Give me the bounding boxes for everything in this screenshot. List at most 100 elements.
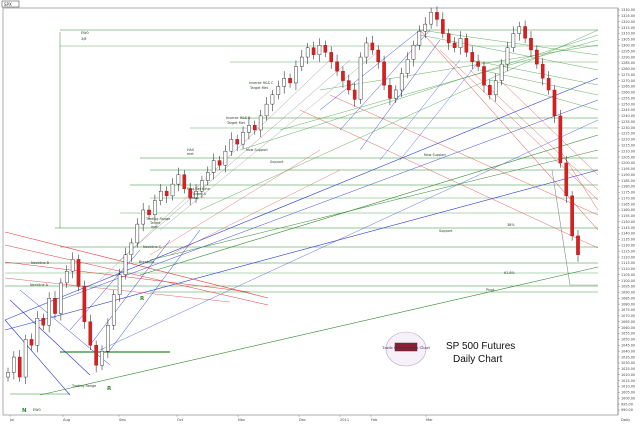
annotation-13: Trading Range	[145, 217, 170, 221]
annotation-8: Now Support	[246, 148, 269, 152]
annotation-5: Target Met	[226, 121, 246, 125]
candle-body-68	[405, 59, 410, 74]
price-tick-label-24: 1210.00	[621, 149, 635, 153]
candle-body-61	[364, 42, 369, 58]
trend-line-1	[4, 169, 599, 331]
price-tick-label-10: 1280.00	[621, 67, 635, 71]
trend-line-9	[279, 39, 599, 131]
trend-line-39	[89, 239, 171, 346]
price-tick-label-5: 1305.00	[621, 38, 635, 42]
candle-body-7	[47, 298, 51, 326]
candle-body-5	[35, 318, 40, 346]
price-tick-label-43: 1115.00	[621, 261, 635, 265]
candle-body-29	[176, 174, 181, 185]
price-tick-label-13: 1265.00	[621, 85, 635, 89]
candle-body-25	[153, 200, 157, 215]
price-tick-label-19: 1235.00	[621, 120, 635, 124]
price-tick-label-15: 1255.00	[621, 96, 635, 100]
annotation-28: N	[22, 408, 27, 414]
annotation-18: Neckline B	[31, 261, 50, 265]
annotation-0: EW0	[81, 31, 89, 35]
time-tick-label-0: Jul	[9, 418, 14, 422]
candle-body-83	[493, 80, 498, 95]
candle-body-57	[341, 70, 345, 81]
candle-body-35	[211, 160, 216, 173]
candle-body-91	[540, 63, 545, 79]
trend-line-35	[4, 319, 71, 396]
price-tick-label-67: 995.00	[621, 402, 633, 406]
trend-line-0	[4, 77, 599, 321]
price-tick-label-27: 1195.00	[621, 167, 635, 171]
price-tick-label-36: 1150.00	[621, 220, 635, 224]
trend-line-41	[149, 149, 321, 256]
candle-body-84	[499, 63, 504, 81]
price-tick-label-47: 1095.00	[621, 285, 635, 289]
price-tick-label-53: 1065.00	[621, 320, 635, 324]
horizontal-levels	[5, 29, 598, 395]
candle-body-79	[470, 52, 475, 62]
price-tick-label-65: 1005.00	[621, 391, 635, 395]
time-tick-label-3: Oct	[177, 418, 184, 422]
candle-body-28	[170, 183, 175, 197]
candle-body-63	[376, 49, 381, 62]
price-tick-label-18: 1240.00	[621, 114, 635, 118]
trend-line-33	[119, 59, 351, 261]
candle-body-19	[117, 274, 122, 295]
candle-body-43	[258, 115, 263, 131]
price-tick-label-12: 1270.00	[621, 79, 635, 83]
price-tick-label-3: 1315.00	[621, 26, 635, 30]
price-tick-label-66: 1000.00	[621, 396, 635, 400]
trend-line-4	[39, 266, 599, 396]
trend-line-13	[469, 59, 599, 86]
trend-line-16	[4, 231, 269, 299]
price-tick-label-4: 1310.00	[621, 32, 635, 36]
candle-body-4	[29, 339, 34, 346]
candle-body-11	[70, 259, 75, 272]
candle-body-10	[64, 270, 69, 284]
price-tick-label-41: 1125.00	[621, 249, 635, 253]
american-chart-logo: Trade the American Chart	[382, 331, 430, 367]
trend-line-10	[319, 44, 599, 91]
candle-body-2	[17, 356, 22, 378]
price-tick-label-37: 1145.00	[621, 226, 635, 230]
candle-body-12	[76, 259, 81, 287]
candle-body-60	[358, 56, 363, 100]
candle-body-88	[523, 26, 527, 39]
candle-body-70	[417, 30, 422, 46]
price-tick-label-44: 1110.00	[621, 267, 635, 271]
candle-body-53	[317, 45, 322, 55]
price-tick-label-14: 1260.00	[621, 91, 635, 95]
price-axis: 1330.00 1325.00 1320.00 1315.00 1310.00 1305.…	[618, 8, 635, 412]
annotation-3: Target Met	[249, 86, 269, 90]
price-tick-label-22: 1220.00	[621, 138, 635, 142]
candle-body-45	[270, 94, 275, 105]
time-axis-right-label: Daily	[621, 418, 631, 422]
price-tick-label-6: 1300.00	[621, 43, 635, 47]
candle-body-72	[429, 12, 433, 25]
candle-body-69	[411, 45, 416, 60]
window-tab[interactable]	[1, 0, 20, 8]
candle-body-50	[300, 56, 304, 67]
price-tick-label-30: 1180.00	[621, 185, 635, 189]
window-tab-label: SPX	[4, 2, 12, 7]
time-tick-label-8: Mar	[426, 418, 433, 422]
candle-body-18	[111, 294, 116, 326]
trend-line-7	[199, 29, 599, 211]
candle-body-37	[223, 150, 228, 166]
price-tick-label-32: 1170.00	[621, 196, 635, 200]
price-tick-label-35: 1155.00	[621, 214, 635, 218]
candle-body-85	[505, 47, 510, 65]
candle-body-87	[517, 26, 522, 34]
candle-body-59	[352, 89, 357, 100]
annotation-25: Pivot	[486, 288, 495, 292]
price-tick-label-60: 1030.00	[621, 361, 635, 365]
candle-body-67	[399, 73, 404, 91]
candle-body-16	[100, 350, 104, 366]
annotation-15: met	[151, 225, 158, 229]
annotation-6: HAS	[187, 148, 194, 152]
annotation-19: Neckline A	[30, 283, 49, 287]
price-tick-label-58: 1040.00	[621, 349, 635, 353]
candle-body-93	[552, 89, 557, 117]
candle-body-82	[488, 85, 492, 95]
